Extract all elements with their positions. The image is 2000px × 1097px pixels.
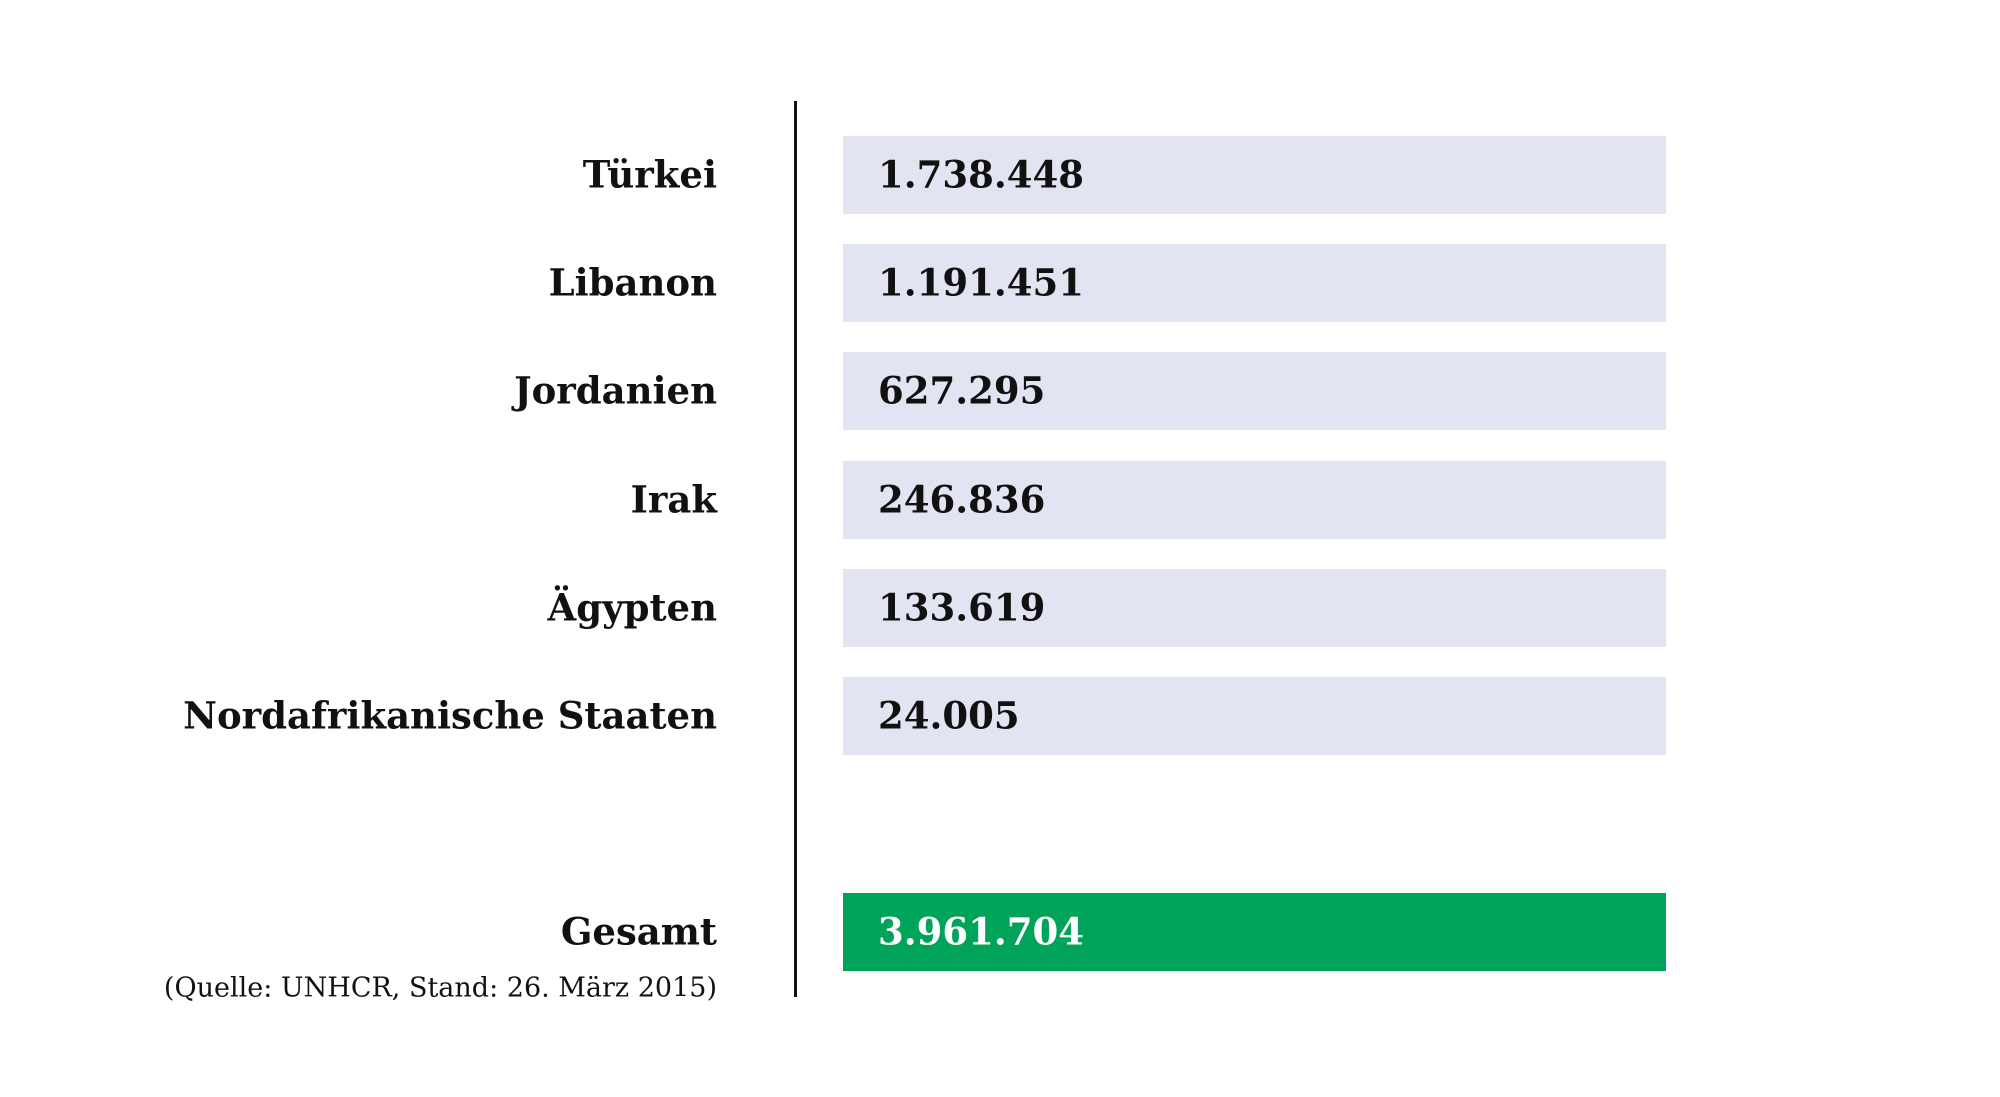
bar-value-label: 24.005 — [878, 693, 1020, 738]
category-label: Jordanien — [514, 368, 717, 413]
total-label: Gesamt — [560, 909, 717, 954]
category-label: Ägypten — [547, 585, 717, 630]
bar-value-label: 133.619 — [878, 585, 1046, 630]
category-label: Türkei — [582, 152, 717, 197]
bar-value-label: 627.295 — [878, 368, 1046, 413]
bar: 246.836 — [843, 460, 1666, 539]
bar: 24.005 — [843, 677, 1666, 755]
source-note: (Quelle: UNHCR, Stand: 26. März 2015) — [163, 972, 717, 1004]
vertical-axis-line — [794, 101, 797, 997]
category-label: Libanon — [548, 260, 717, 305]
total-bar: 3.961.704 — [843, 893, 1666, 971]
bar: 133.619 — [843, 568, 1666, 647]
category-label: Irak — [630, 477, 717, 522]
category-label: Nordafrikanische Staaten — [183, 693, 717, 738]
bar-value-label: 1.738.448 — [878, 152, 1084, 197]
bar-value-label: 1.191.451 — [878, 260, 1084, 305]
bar: 1.738.448 — [843, 136, 1666, 214]
total-value-label: 3.961.704 — [878, 909, 1084, 954]
bar: 627.295 — [843, 352, 1666, 431]
bar-value-label: 246.836 — [878, 477, 1046, 522]
bar: 1.191.451 — [843, 244, 1666, 323]
